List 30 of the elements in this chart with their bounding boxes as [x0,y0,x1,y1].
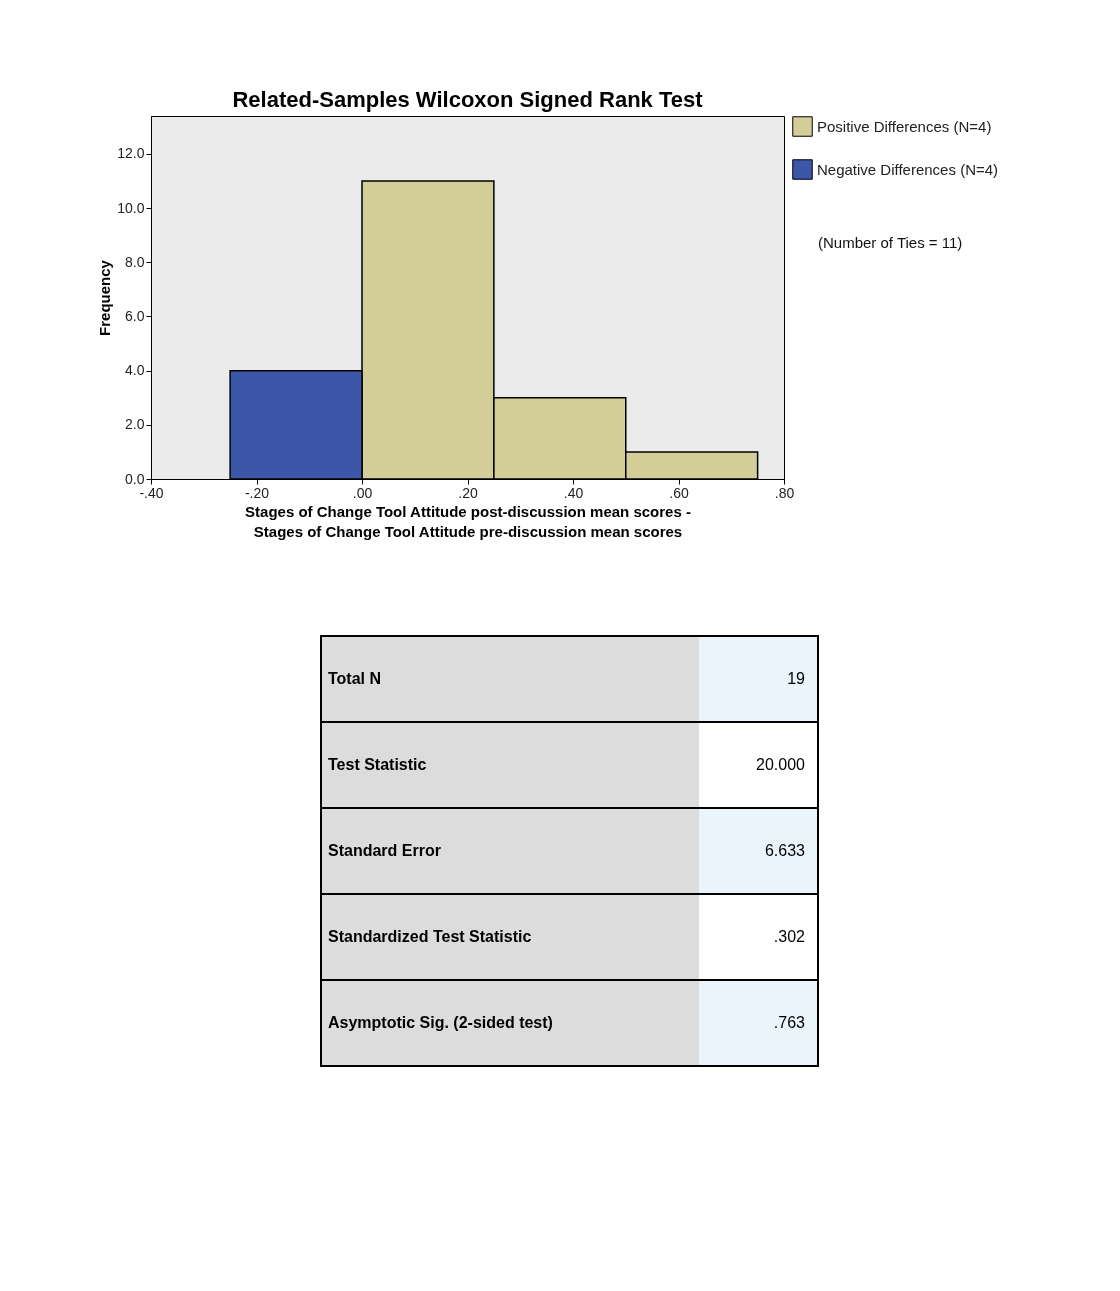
x-tick-label: -.40 [139,484,164,501]
x-tick-label: .20 [458,484,478,501]
text: Standardized Test Statistic [321,894,699,980]
text: 20.000 [699,722,818,808]
text: 6.633 [699,808,818,894]
text: (Number of Ties = 11) [818,234,963,251]
y-tick-label: 10.0 [117,199,145,216]
x-tick-label: .00 [352,484,373,501]
x-tick-label: .80 [774,484,795,501]
text: .302 [699,894,818,980]
x-tick-label: .60 [669,484,689,501]
text: 19 [699,636,818,722]
y-tick-label: 2.0 [125,416,145,433]
text: Asymptotic Sig. (2-sided test) [321,980,699,1066]
x-tick-label: .40 [563,484,584,501]
chart-title: Related-Samples Wilcoxon Signed Rank Test [232,87,704,112]
y-tick-label: 4.0 [125,362,145,379]
y-tick-label: 8.0 [125,253,145,270]
y-tick-label: 12.0 [117,145,145,162]
y-tick-label: 0.0 [125,470,145,487]
y-tick-label: 6.0 [125,307,145,324]
x-tick-label: -.20 [244,484,270,501]
legend-label: Positive Differences (N=4) [817,117,992,135]
y-axis-title: Frequency [96,259,114,336]
legend-label: Negative Differences (N=4) [817,160,999,178]
text: Standard Error [321,808,699,894]
x-axis-title: Stages of Change Tool Attitude post-discussion mean scores - Stages of Change Tool Attitude pre-discussion mean scores [245,502,691,540]
text: Total N [321,636,699,722]
text: Test Statistic [321,722,699,808]
text: .763 [699,980,818,1066]
